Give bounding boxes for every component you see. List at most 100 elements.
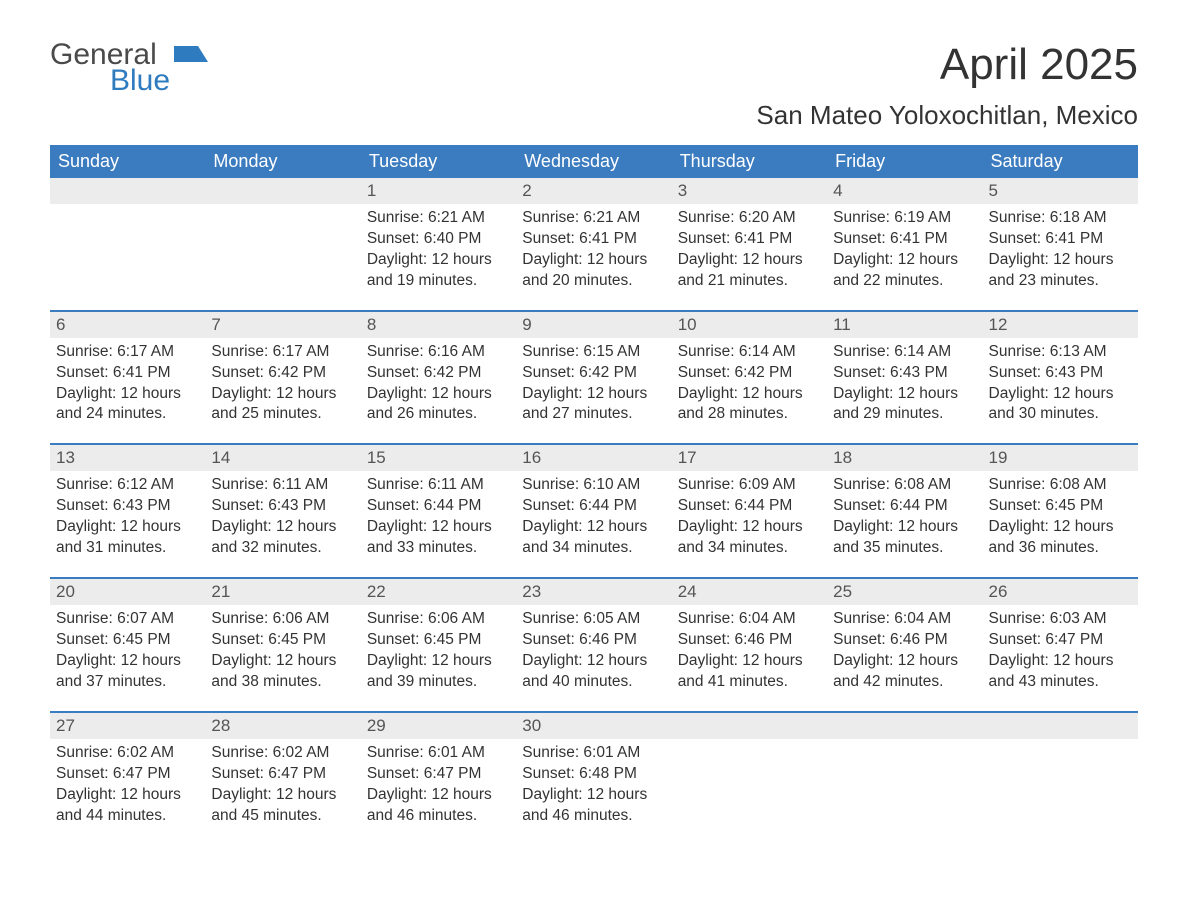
daylight-line-1: Daylight: 12 hours <box>522 384 665 405</box>
daylight-line-1: Daylight: 12 hours <box>833 517 976 538</box>
daylight-line-2: and 25 minutes. <box>211 404 354 425</box>
day-number: 14 <box>211 448 230 467</box>
sunset-line: Sunset: 6:42 PM <box>678 363 821 384</box>
day-number: 5 <box>989 181 998 200</box>
week-row: 27Sunrise: 6:02 AMSunset: 6:47 PMDayligh… <box>50 711 1138 833</box>
day-number: 1 <box>367 181 376 200</box>
day-number: 12 <box>989 315 1008 334</box>
weekday-header: Saturday <box>983 145 1138 178</box>
flag-icon <box>174 46 208 72</box>
calendar-day: 19Sunrise: 6:08 AMSunset: 6:45 PMDayligh… <box>983 445 1138 565</box>
logo: General Blue <box>50 40 208 96</box>
daylight-line-2: and 34 minutes. <box>522 538 665 559</box>
daylight-line-1: Daylight: 12 hours <box>56 651 199 672</box>
sunrise-line: Sunrise: 6:18 AM <box>989 208 1132 229</box>
daylight-line-2: and 34 minutes. <box>678 538 821 559</box>
daylight-line-1: Daylight: 12 hours <box>367 517 510 538</box>
day-number-row: 20 <box>50 579 205 605</box>
daylight-line-2: and 19 minutes. <box>367 271 510 292</box>
daylight-line-1: Daylight: 12 hours <box>678 250 821 271</box>
day-number-row <box>672 713 827 739</box>
day-number: 9 <box>522 315 531 334</box>
day-number-row: 17 <box>672 445 827 471</box>
day-number-row: 29 <box>361 713 516 739</box>
weekday-header: Wednesday <box>516 145 671 178</box>
sunrise-line: Sunrise: 6:08 AM <box>989 475 1132 496</box>
daylight-line-2: and 43 minutes. <box>989 672 1132 693</box>
day-number: 19 <box>989 448 1008 467</box>
daylight-line-1: Daylight: 12 hours <box>678 384 821 405</box>
daylight-line-2: and 29 minutes. <box>833 404 976 425</box>
day-number: 16 <box>522 448 541 467</box>
sunset-line: Sunset: 6:41 PM <box>833 229 976 250</box>
sunset-line: Sunset: 6:44 PM <box>833 496 976 517</box>
daylight-line-2: and 37 minutes. <box>56 672 199 693</box>
daylight-line-2: and 41 minutes. <box>678 672 821 693</box>
daylight-line-1: Daylight: 12 hours <box>522 250 665 271</box>
calendar-day: 6Sunrise: 6:17 AMSunset: 6:41 PMDaylight… <box>50 312 205 432</box>
daylight-line-1: Daylight: 12 hours <box>989 384 1132 405</box>
day-number-row: 16 <box>516 445 671 471</box>
daylight-line-2: and 36 minutes. <box>989 538 1132 559</box>
daylight-line-2: and 42 minutes. <box>833 672 976 693</box>
sunset-line: Sunset: 6:45 PM <box>56 630 199 651</box>
daylight-line-2: and 40 minutes. <box>522 672 665 693</box>
calendar-day: 29Sunrise: 6:01 AMSunset: 6:47 PMDayligh… <box>361 713 516 833</box>
sunrise-line: Sunrise: 6:08 AM <box>833 475 976 496</box>
sunrise-line: Sunrise: 6:07 AM <box>56 609 199 630</box>
weekday-header: Tuesday <box>361 145 516 178</box>
daylight-line-1: Daylight: 12 hours <box>833 384 976 405</box>
weekday-header: Thursday <box>672 145 827 178</box>
sunset-line: Sunset: 6:45 PM <box>989 496 1132 517</box>
sunrise-line: Sunrise: 6:02 AM <box>56 743 199 764</box>
sunset-line: Sunset: 6:40 PM <box>367 229 510 250</box>
sunrise-line: Sunrise: 6:17 AM <box>211 342 354 363</box>
daylight-line-2: and 44 minutes. <box>56 806 199 827</box>
daylight-line-2: and 22 minutes. <box>833 271 976 292</box>
sunset-line: Sunset: 6:41 PM <box>56 363 199 384</box>
calendar-day: 25Sunrise: 6:04 AMSunset: 6:46 PMDayligh… <box>827 579 982 699</box>
sunrise-line: Sunrise: 6:15 AM <box>522 342 665 363</box>
week-row: 1Sunrise: 6:21 AMSunset: 6:40 PMDaylight… <box>50 178 1138 298</box>
day-number: 10 <box>678 315 697 334</box>
day-number: 21 <box>211 582 230 601</box>
day-number: 29 <box>367 716 386 735</box>
calendar-day <box>827 713 982 833</box>
sunrise-line: Sunrise: 6:06 AM <box>367 609 510 630</box>
calendar-day: 18Sunrise: 6:08 AMSunset: 6:44 PMDayligh… <box>827 445 982 565</box>
daylight-line-1: Daylight: 12 hours <box>833 250 976 271</box>
calendar-day: 11Sunrise: 6:14 AMSunset: 6:43 PMDayligh… <box>827 312 982 432</box>
day-number-row: 23 <box>516 579 671 605</box>
day-number-row: 9 <box>516 312 671 338</box>
calendar-day: 24Sunrise: 6:04 AMSunset: 6:46 PMDayligh… <box>672 579 827 699</box>
day-number: 17 <box>678 448 697 467</box>
day-number: 20 <box>56 582 75 601</box>
sunrise-line: Sunrise: 6:02 AM <box>211 743 354 764</box>
sunrise-line: Sunrise: 6:20 AM <box>678 208 821 229</box>
daylight-line-1: Daylight: 12 hours <box>211 384 354 405</box>
day-number-row: 5 <box>983 178 1138 204</box>
daylight-line-1: Daylight: 12 hours <box>522 785 665 806</box>
day-number-row: 27 <box>50 713 205 739</box>
day-number-row: 4 <box>827 178 982 204</box>
logo-blue-text: Blue <box>110 66 170 96</box>
daylight-line-1: Daylight: 12 hours <box>211 517 354 538</box>
day-number: 8 <box>367 315 376 334</box>
day-number-row: 6 <box>50 312 205 338</box>
sunset-line: Sunset: 6:43 PM <box>56 496 199 517</box>
sunset-line: Sunset: 6:45 PM <box>367 630 510 651</box>
day-number-row: 3 <box>672 178 827 204</box>
sunset-line: Sunset: 6:43 PM <box>989 363 1132 384</box>
daylight-line-2: and 38 minutes. <box>211 672 354 693</box>
weekday-header: Friday <box>827 145 982 178</box>
day-number: 24 <box>678 582 697 601</box>
day-number-row <box>205 178 360 204</box>
day-number: 23 <box>522 582 541 601</box>
daylight-line-2: and 23 minutes. <box>989 271 1132 292</box>
day-number: 11 <box>833 315 851 334</box>
header: General Blue April 2025 <box>50 40 1138 96</box>
sunrise-line: Sunrise: 6:04 AM <box>678 609 821 630</box>
sunrise-line: Sunrise: 6:11 AM <box>367 475 510 496</box>
sunrise-line: Sunrise: 6:05 AM <box>522 609 665 630</box>
sunset-line: Sunset: 6:47 PM <box>211 764 354 785</box>
